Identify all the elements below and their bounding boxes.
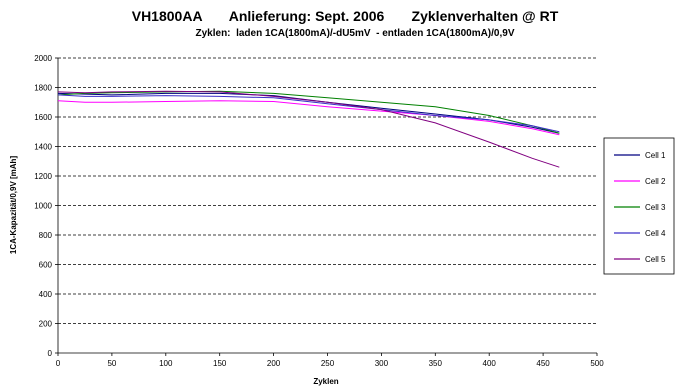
series-line-2 bbox=[57, 100, 560, 136]
y-tick-label: 800 bbox=[39, 231, 53, 240]
x-tick-label: 50 bbox=[107, 359, 116, 368]
x-tick-label: 450 bbox=[536, 359, 550, 368]
chart-subtitle: Zyklen: laden 1CA(1800mA)/-dU5mV - entla… bbox=[196, 28, 515, 39]
y-axis-label: 1CA-Kapazität/0,9V [mAh] bbox=[9, 156, 18, 255]
legend-box bbox=[603, 137, 675, 275]
legend-label-5: Cell 5 bbox=[645, 255, 666, 264]
series-line-5 bbox=[57, 90, 560, 168]
series-lines bbox=[57, 90, 560, 168]
y-tick-label: 1800 bbox=[34, 84, 52, 93]
x-tick-label: 400 bbox=[483, 359, 497, 368]
legend-label-3: Cell 3 bbox=[645, 203, 666, 212]
legend: Cell 1 Cell 2 Cell 3 Cell 4 Cell 5 bbox=[603, 137, 675, 275]
x-tick-label: 150 bbox=[213, 359, 227, 368]
series-line-1 bbox=[57, 92, 560, 134]
axes bbox=[55, 57, 598, 356]
y-tick-label: 600 bbox=[39, 261, 53, 270]
series-line-4 bbox=[57, 94, 560, 133]
y-tick-label: 1000 bbox=[34, 202, 52, 211]
series-line-3 bbox=[57, 90, 560, 134]
x-tick-label: 250 bbox=[321, 359, 335, 368]
x-tick-label: 100 bbox=[159, 359, 173, 368]
y-tick-label: 1600 bbox=[34, 113, 52, 122]
y-tick-label: 2000 bbox=[34, 54, 52, 63]
legend-label-2: Cell 2 bbox=[645, 177, 666, 186]
x-axis-label: Zyklen bbox=[313, 377, 338, 386]
y-tick-label: 1200 bbox=[34, 172, 52, 181]
x-tick-label: 350 bbox=[429, 359, 443, 368]
legend-label-4: Cell 4 bbox=[645, 229, 666, 238]
x-tick-label: 0 bbox=[56, 359, 61, 368]
y-tick-label: 200 bbox=[39, 320, 53, 329]
x-tick-label: 500 bbox=[590, 359, 604, 368]
x-tick-label: 300 bbox=[375, 359, 389, 368]
tick-labels: 0 200 400 600 800 1000 1200 1400 1600 1800 2000 0 50… bbox=[34, 54, 604, 368]
legend-label-1: Cell 1 bbox=[645, 151, 666, 160]
chart-title: VH1800AA Anlieferung: Sept. 2006 Zyklenv… bbox=[132, 8, 559, 24]
y-tick-label: 0 bbox=[48, 349, 53, 358]
x-tick-label: 200 bbox=[267, 359, 281, 368]
y-tick-label: 400 bbox=[39, 290, 53, 299]
y-tick-label: 1400 bbox=[34, 143, 52, 152]
